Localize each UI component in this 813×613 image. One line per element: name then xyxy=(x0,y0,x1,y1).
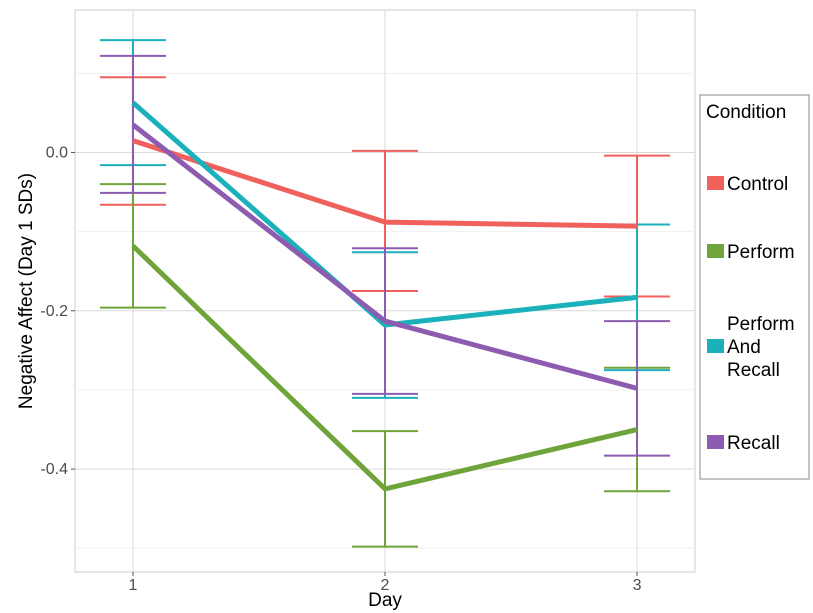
y-tick-label: -0.2 xyxy=(40,303,68,320)
x-tick-label: 1 xyxy=(129,577,138,594)
legend-title: Condition xyxy=(706,102,786,123)
axes: 0.0 -0.2 -0.4 1 2 3 xyxy=(40,144,641,594)
x-tick-label: 2 xyxy=(381,577,390,594)
legend-key-perform-and-recall xyxy=(707,339,724,353)
legend: Condition ControlPerformPerformAndRecall… xyxy=(699,94,810,480)
legend-label-control: Control xyxy=(727,174,788,195)
legend-key-recall xyxy=(707,435,724,449)
y-tick-label: 0.0 xyxy=(46,144,68,161)
legend-label-perform-and-recall: Perform xyxy=(727,314,795,335)
series-line-recall xyxy=(131,122,638,391)
x-axis-title: Day xyxy=(368,590,402,611)
y-axis-title: Negative Affect (Day 1 SDs) xyxy=(16,173,37,409)
legend-label-perform: Perform xyxy=(727,242,795,263)
x-tick-label: 3 xyxy=(633,577,642,594)
legend-label-perform-and-recall: And xyxy=(727,337,761,358)
series-line-control xyxy=(132,138,638,229)
legend-label-perform-and-recall: Recall xyxy=(727,360,780,381)
series-line-perform xyxy=(131,244,638,492)
y-tick-label: -0.4 xyxy=(40,461,68,478)
legend-label-recall: Recall xyxy=(727,433,780,454)
legend-key-control xyxy=(707,176,724,190)
legend-box xyxy=(699,94,810,480)
legend-key-perform xyxy=(707,244,724,258)
series-line-perform-and-recall xyxy=(131,100,638,328)
series-lines xyxy=(131,100,638,492)
